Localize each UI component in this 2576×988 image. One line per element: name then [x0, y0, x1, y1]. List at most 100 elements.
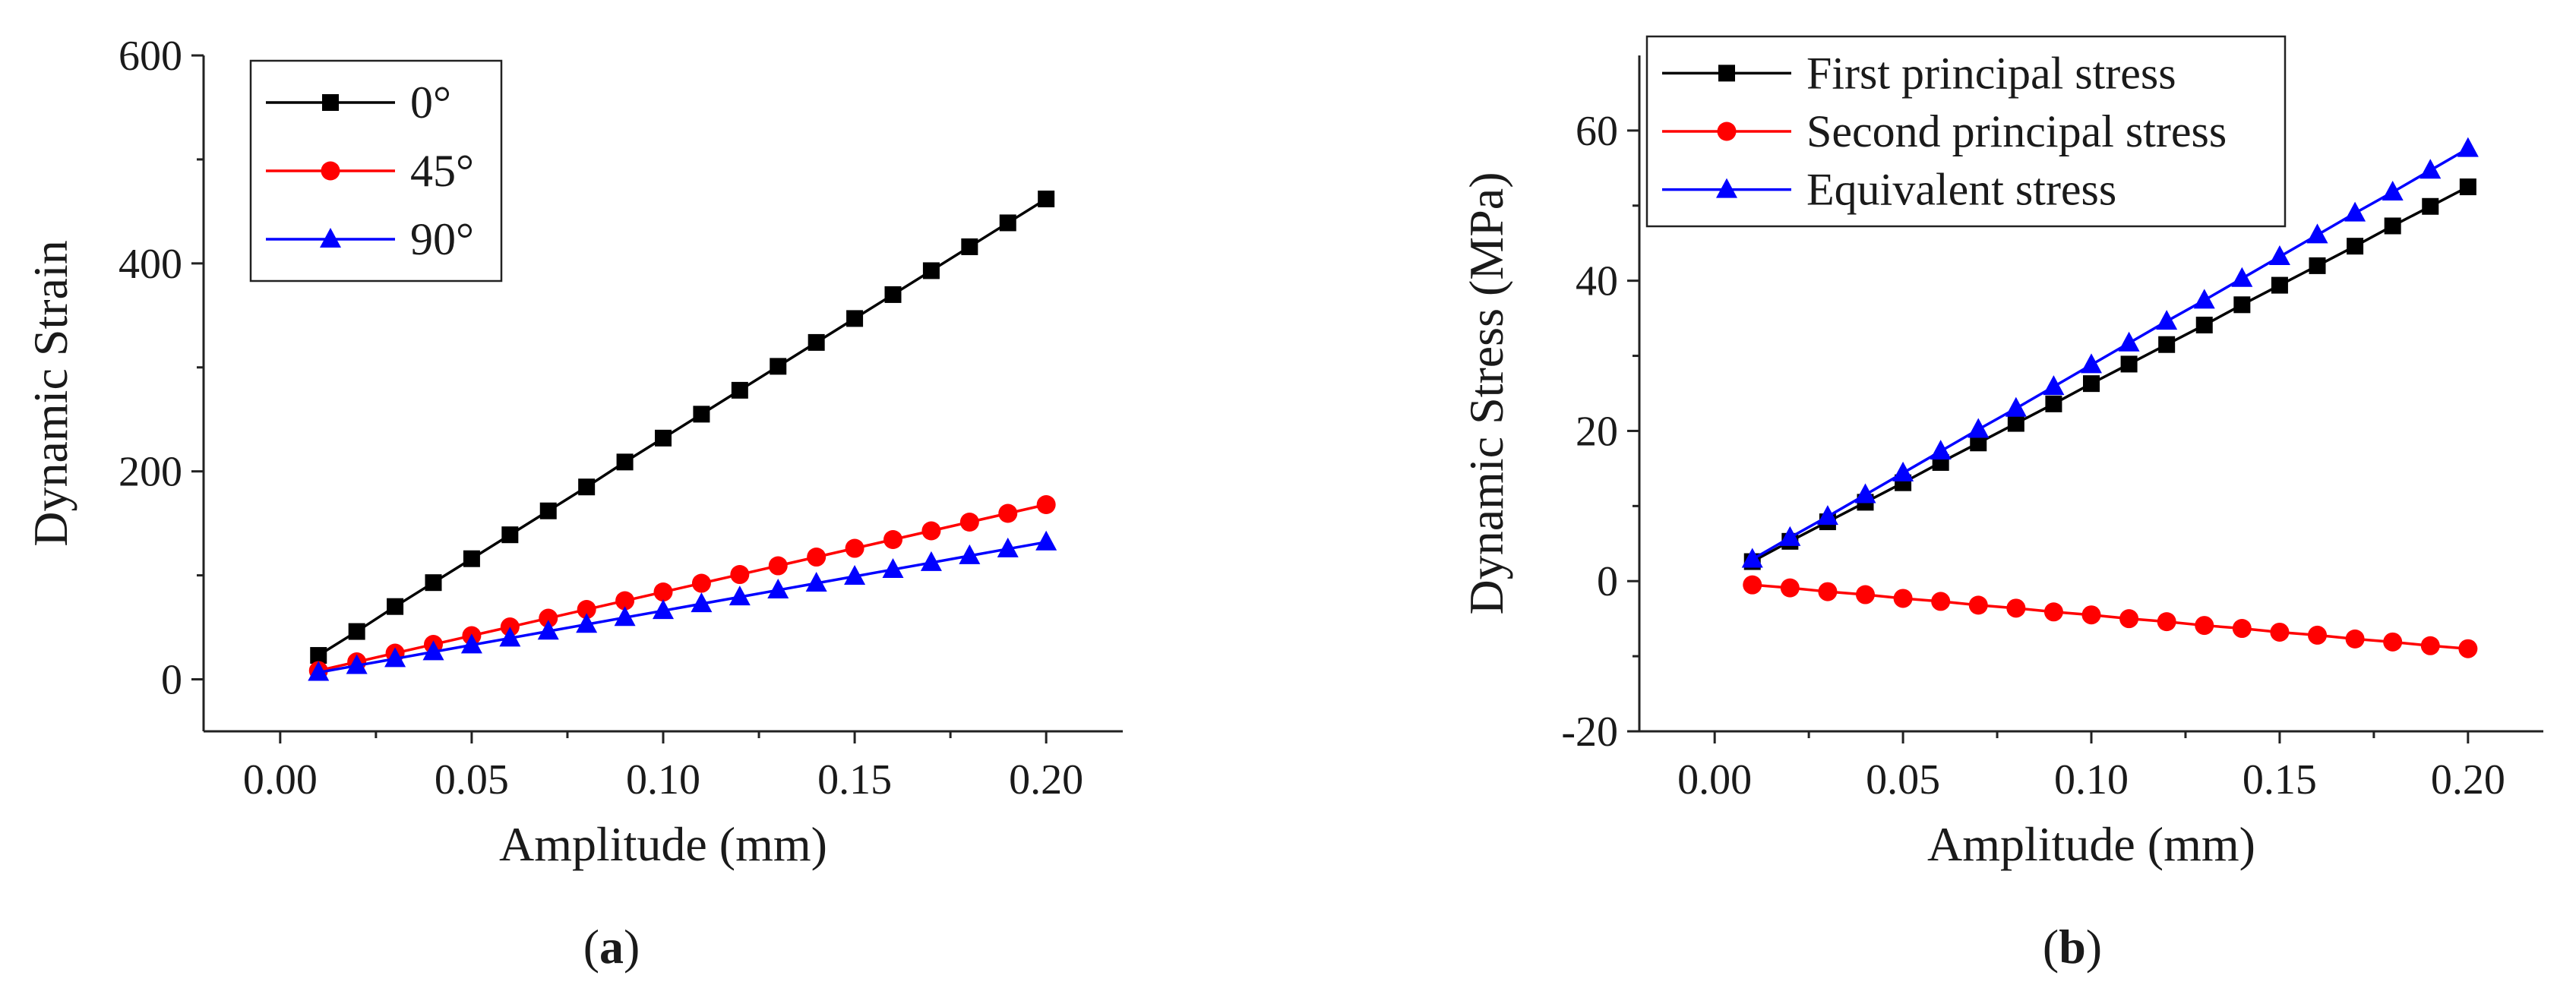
data-point — [1970, 434, 1987, 452]
data-point — [2195, 317, 2213, 334]
data-point — [2347, 238, 2364, 255]
data-point — [730, 565, 750, 585]
y-tick-label: -20 — [1561, 709, 1618, 756]
data-point — [883, 530, 902, 550]
data-point — [2120, 355, 2138, 373]
legend-label: Equivalent stress — [1806, 165, 2116, 215]
data-point — [2345, 629, 2365, 649]
data-point — [959, 513, 979, 532]
legend: 0° 45° 90° — [249, 59, 503, 283]
legend-label: 90° — [410, 214, 474, 264]
data-point — [2422, 197, 2439, 215]
data-point — [1931, 592, 1951, 611]
data-point — [921, 521, 941, 541]
x-tick-label: 0.05 — [435, 756, 509, 803]
data-point — [770, 358, 787, 375]
legend-marker — [322, 94, 339, 111]
data-point — [2118, 331, 2140, 352]
data-point — [2156, 310, 2178, 330]
data-point — [2271, 276, 2288, 294]
data-point — [959, 544, 981, 564]
data-point — [768, 556, 788, 576]
data-point — [691, 592, 713, 613]
panel-caption-b: (b) — [2043, 920, 2102, 974]
data-point — [576, 613, 598, 633]
data-point — [653, 582, 673, 602]
data-point — [2193, 289, 2215, 309]
data-point — [805, 572, 827, 592]
chart-a: 0.00 0.05 0.10 0.15 0.20 0 200 400 600 Amplitude … — [24, 33, 1123, 871]
data-point — [2158, 336, 2176, 353]
data-point — [2344, 201, 2366, 222]
data-point — [846, 310, 864, 327]
data-point — [2382, 180, 2404, 200]
data-point — [922, 262, 940, 279]
data-point — [2043, 602, 2063, 622]
data-point — [463, 550, 480, 567]
y-tick-label: 400 — [119, 241, 182, 288]
data-point — [2231, 267, 2253, 287]
data-point — [2383, 632, 2403, 652]
data-point — [1892, 461, 1914, 481]
data-point — [2268, 245, 2290, 266]
data-point — [2420, 636, 2440, 655]
data-point — [1816, 505, 1838, 526]
data-point — [1780, 578, 1800, 598]
data-point — [2045, 395, 2062, 412]
x-tick-label: 0.05 — [1866, 756, 1940, 803]
x-axis-label: Amplitude (mm) — [1927, 817, 2255, 871]
data-point — [539, 502, 557, 519]
data-point — [1856, 585, 1875, 604]
data-point — [308, 661, 330, 681]
data-point — [614, 606, 636, 627]
data-point — [425, 574, 442, 592]
data-point — [2081, 353, 2102, 374]
data-point — [2384, 217, 2401, 235]
x-tick-label: 0.15 — [2243, 756, 2317, 803]
x-tick-label: 0.00 — [1677, 756, 1752, 803]
data-point — [1038, 190, 1055, 207]
data-point — [539, 608, 558, 628]
data-point — [422, 640, 444, 661]
data-point — [1968, 595, 1988, 615]
data-point — [346, 654, 368, 674]
legend-marker — [320, 228, 341, 248]
data-point — [997, 537, 1019, 557]
data-point — [691, 573, 711, 593]
y-tick-label: 600 — [119, 33, 182, 80]
y-tick-label: 0 — [161, 657, 182, 704]
data-point — [310, 647, 327, 664]
data-point — [1035, 530, 1057, 551]
x-tick-label: 0.20 — [1009, 756, 1083, 803]
data-point — [2420, 159, 2442, 179]
data-point — [2195, 616, 2214, 636]
chart-b: 0.00 0.05 0.10 0.15 0.20 -20 0 20 40 60 Amplitude … — [1459, 35, 2543, 871]
data-point — [2005, 396, 2027, 417]
data-point — [2083, 375, 2100, 393]
data-point — [882, 557, 904, 578]
data-point — [1741, 548, 1763, 568]
data-point — [537, 620, 559, 640]
data-point — [501, 526, 519, 544]
data-point — [2459, 178, 2476, 196]
data-point — [961, 238, 978, 255]
data-point — [1818, 582, 1838, 601]
x-tick-label: 0.15 — [817, 756, 892, 803]
x-axis-label: Amplitude (mm) — [499, 817, 827, 871]
y-axis-label: Dynamic Strain — [24, 240, 77, 546]
data-point — [2306, 223, 2328, 244]
data-point — [808, 333, 825, 351]
data-point — [2270, 622, 2290, 642]
data-point — [387, 598, 404, 615]
data-point — [577, 600, 596, 620]
x-tick-label: 0.10 — [626, 756, 700, 803]
data-point — [384, 647, 406, 668]
data-point — [655, 429, 672, 447]
data-point — [2157, 612, 2176, 632]
data-point — [2232, 619, 2252, 639]
data-point — [2119, 609, 2139, 629]
x-tick-label: 0.10 — [2054, 756, 2129, 803]
legend-marker — [321, 161, 340, 181]
data-point — [731, 381, 748, 399]
